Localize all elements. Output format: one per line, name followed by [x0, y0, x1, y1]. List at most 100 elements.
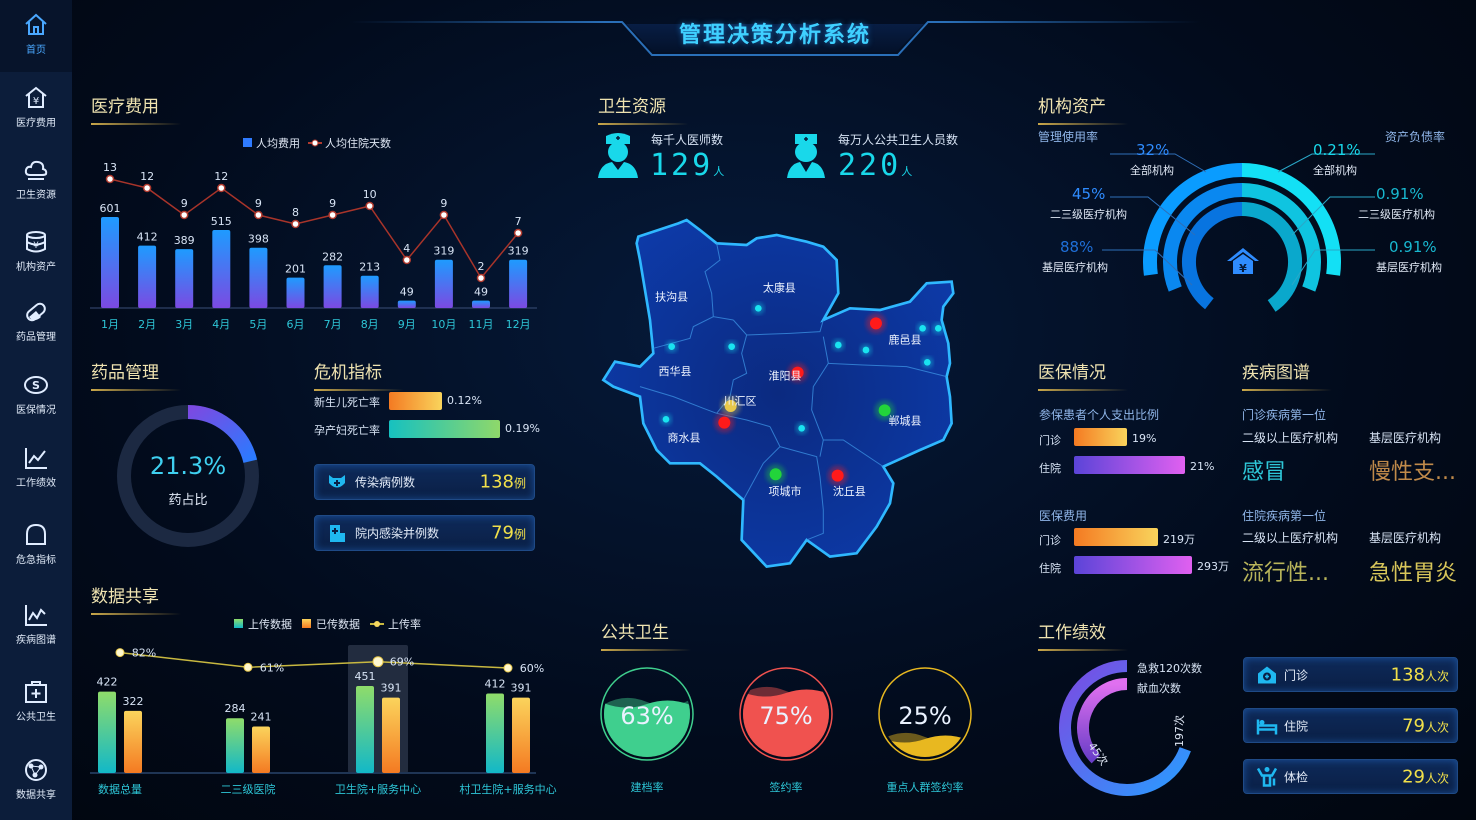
- bar-transferred: [252, 726, 270, 773]
- legend-swatch-line: [374, 621, 380, 627]
- map-region-label[interactable]: 川汇区: [724, 395, 757, 408]
- bar-transferred: [382, 697, 400, 773]
- map-marker-alert[interactable]: [791, 366, 804, 379]
- line-value-label: 60%: [520, 662, 544, 675]
- sidebar-item-medical-cost[interactable]: ¥ 医疗费用: [0, 85, 72, 129]
- gauge-fill: [743, 689, 829, 757]
- map-marker-normal[interactable]: [668, 343, 675, 350]
- ratio-value: 19%: [1132, 432, 1157, 445]
- map-region-label[interactable]: 西华县: [659, 364, 692, 378]
- ratio-title: 参保患者个人支出比例: [1039, 408, 1160, 422]
- sidebar-item-home[interactable]: 首页: [0, 12, 72, 56]
- infectious-cases-card[interactable]: 传染病例数 138例: [314, 464, 535, 500]
- assets-left-title: 管理使用率: [1038, 130, 1099, 144]
- ratio-bar: [1074, 428, 1127, 446]
- database-yen-icon: ¥: [26, 231, 46, 253]
- map-marker-good[interactable]: [878, 404, 891, 417]
- map-marker-normal[interactable]: [728, 343, 735, 350]
- map-region-label[interactable]: 项城市: [768, 484, 801, 498]
- line-point: [503, 663, 513, 673]
- map-marker-alert[interactable]: [869, 317, 882, 330]
- map-marker-good[interactable]: [769, 468, 782, 481]
- hospital-infection-card[interactable]: 院内感染并例数 79例: [314, 515, 535, 551]
- leader-line: [1102, 249, 1193, 286]
- sidebar-item-label: 危急指标: [16, 555, 56, 566]
- performance-card-clinic[interactable]: 门诊 138人次: [1243, 657, 1458, 692]
- cloud-icon: [24, 160, 48, 180]
- bar-uploaded: [226, 718, 244, 773]
- map-region-label[interactable]: 太康县: [763, 280, 796, 294]
- usage-value: 88%: [1060, 238, 1094, 256]
- x-tick-label: 村卫生院+服务中心: [459, 782, 556, 796]
- sidebar-item-bell[interactable]: 危急指标: [0, 522, 72, 566]
- map-region-label[interactable]: 鹿邑县: [888, 332, 921, 346]
- map-marker-alert[interactable]: [718, 416, 731, 429]
- debt-ring-0: [1241, 163, 1341, 276]
- sidebar-item-insurance[interactable]: S 医保情况: [0, 372, 72, 416]
- cost-value: 219万: [1163, 533, 1195, 546]
- performance-card-checkup[interactable]: 体检 29人次: [1243, 759, 1458, 794]
- assets-right-title: 资产负债率: [1385, 130, 1446, 144]
- map-marker-warn[interactable]: [724, 399, 737, 412]
- sidebar-item-label: 数据共享: [16, 790, 56, 801]
- card-unit: 人次: [1424, 771, 1449, 785]
- usage-label: 基层医疗机构: [1042, 261, 1108, 274]
- debt-label: 全部机构: [1313, 164, 1357, 177]
- sidebar-item-database-yen[interactable]: ¥ 机构资产: [0, 229, 72, 273]
- sidebar-item-pill[interactable]: 药品管理: [0, 299, 72, 343]
- map-region-label[interactable]: 郸城县: [888, 415, 921, 428]
- map-marker-normal[interactable]: [754, 304, 762, 312]
- map-region-label[interactable]: 淮阳县: [768, 370, 801, 383]
- sidebar-item-label: 卫生资源: [16, 190, 56, 201]
- sidebar-item-label: 首页: [26, 45, 46, 56]
- ratio-bar: [1074, 456, 1185, 474]
- outpatient-title: 门诊疾病第一位: [1242, 408, 1327, 422]
- card-unit: 例: [513, 527, 526, 542]
- ratio-value: 21%: [1190, 460, 1215, 473]
- sidebar-item-label: 工作绩效: [16, 478, 56, 489]
- sidebar-item-plus-box[interactable]: 公共卫生: [0, 679, 72, 723]
- map-borders: [639, 243, 947, 541]
- card-value: 138: [479, 471, 514, 493]
- line-value-label: 82%: [132, 647, 156, 660]
- pill-icon: [26, 302, 46, 322]
- performance-card-bed[interactable]: 住院 79人次: [1243, 708, 1458, 743]
- usage-ring-1: [1163, 183, 1243, 292]
- map-region-label[interactable]: 沈丘县: [833, 484, 866, 498]
- map-marker-normal[interactable]: [923, 358, 931, 366]
- map-marker-normal[interactable]: [834, 341, 842, 349]
- rate-label: 孕产妇死亡率: [314, 424, 380, 437]
- card-value: 79: [491, 522, 514, 544]
- map-marker-normal[interactable]: [798, 424, 805, 432]
- section-title-medical-cost: 医疗费用: [91, 92, 181, 125]
- gauge-value: 25%: [898, 702, 951, 730]
- inpatient-title: 住院疾病第一位: [1242, 509, 1327, 523]
- gauge-ring: [878, 667, 972, 761]
- x-tick-label: 数据总量: [98, 782, 142, 796]
- map-marker-normal[interactable]: [662, 415, 670, 423]
- usage-value: 45%: [1072, 185, 1106, 203]
- col-header: 二级以上医疗机构: [1242, 431, 1339, 445]
- ratio-label: 门诊: [1039, 434, 1061, 447]
- plus-box-icon: [25, 681, 47, 703]
- sidebar-item-cloud[interactable]: 卫生资源: [0, 157, 72, 201]
- map-region-label[interactable]: 扶沟县: [655, 290, 688, 304]
- sidebar-item-trend-chart[interactable]: 疾病图谱: [0, 602, 72, 646]
- map-marker-normal[interactable]: [919, 324, 926, 332]
- map-region-label[interactable]: 商水县: [668, 431, 701, 445]
- debt-value: 0.21%: [1313, 141, 1361, 159]
- card-value: 138: [1390, 664, 1425, 685]
- map-marker-alert[interactable]: [831, 469, 844, 482]
- section-title-crisis: 危机指标: [314, 358, 404, 391]
- ring-emergency-120: [1059, 660, 1191, 796]
- sidebar-item-label: 医疗费用: [16, 118, 56, 129]
- map-marker-normal[interactable]: [934, 324, 942, 332]
- x-tick-label: 二三级医院: [221, 782, 276, 796]
- cost-bar: [1074, 528, 1158, 546]
- sidebar-item-line-chart[interactable]: 工作绩效: [0, 445, 72, 489]
- sidebar-item-share[interactable]: 数据共享: [0, 757, 72, 801]
- public-health-gauges: 63% 75% 25%: [600, 667, 972, 761]
- share-icon: [25, 759, 47, 781]
- house-yen-icon: ¥: [1227, 248, 1259, 275]
- map-marker-normal[interactable]: [862, 346, 870, 354]
